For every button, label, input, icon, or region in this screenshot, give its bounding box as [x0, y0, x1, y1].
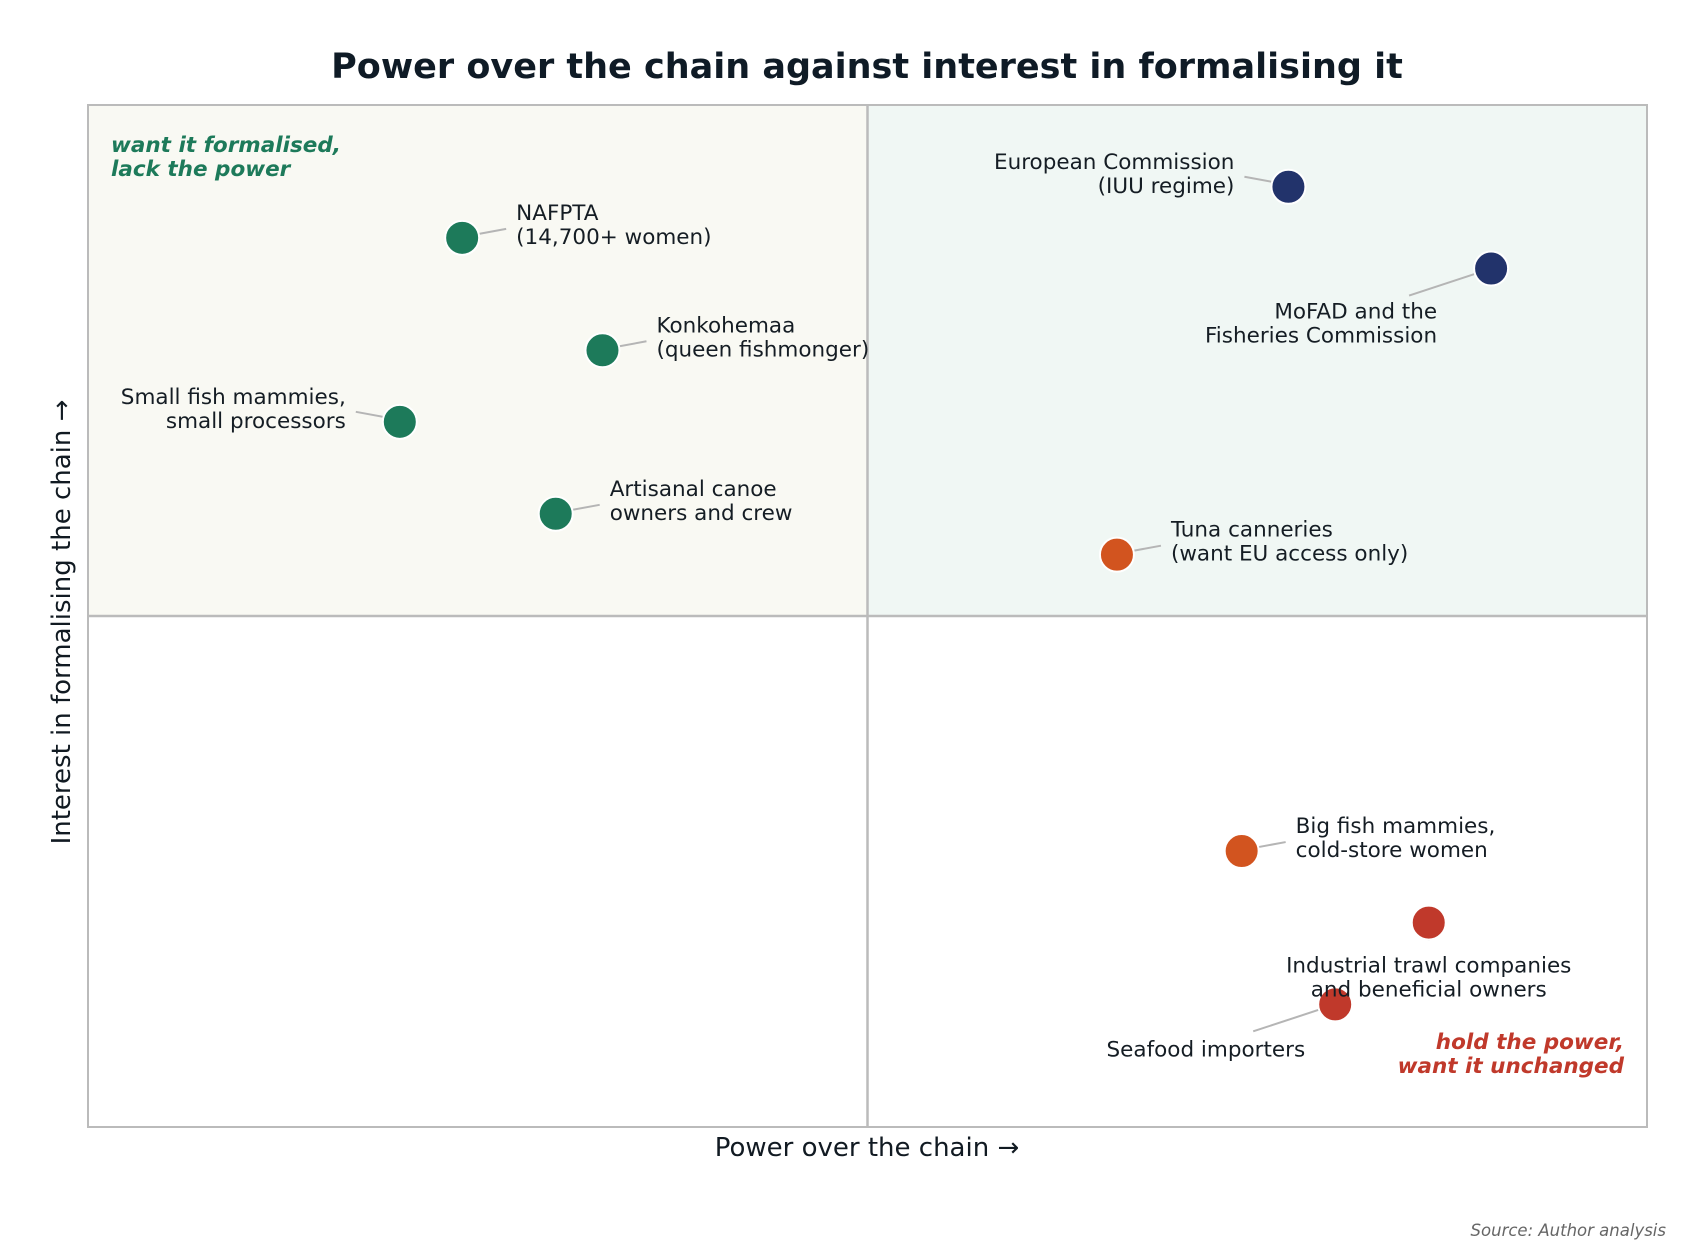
y-axis-label: Interest in formalising the chain →: [47, 400, 77, 845]
point-label-line: Konkohemaa: [656, 313, 795, 338]
data-point: [1473, 250, 1510, 287]
quadrant-annotation-line: want it formalised,: [111, 133, 341, 158]
data-point: [584, 332, 621, 369]
quadrant-annotation-line: lack the power: [111, 157, 292, 182]
data-point: [444, 219, 481, 256]
quadrant-annotation-line: want it unchanged: [1398, 1054, 1625, 1079]
point-label-line: Small fish mammies,: [121, 385, 346, 410]
point-label-line: MoFAD and the: [1274, 300, 1437, 325]
point-label: MoFAD and the Fisheries Commission: [1205, 300, 1437, 349]
point-label: Artisanal canoe owners and crew: [610, 477, 793, 526]
point-label: European Commission (IUU regime): [994, 150, 1234, 199]
point-label-line: Tuna canneries: [1170, 518, 1333, 543]
data-point: [1270, 168, 1307, 205]
point-label-line: Fisheries Commission: [1205, 324, 1437, 349]
point-label-line: Big fish mammies,: [1296, 814, 1496, 839]
point-label-line: (14,700+ women): [516, 225, 711, 250]
point-label-line: (queen fishmonger): [656, 337, 869, 362]
source-note: Source: Author analysis: [1471, 1221, 1667, 1240]
point-labels: NAFPTA (14,700+ women) Konkohemaa (queen fi…: [121, 150, 1572, 1063]
point-label-line: owners and crew: [610, 501, 793, 526]
point-label-line: (want EU access only): [1171, 542, 1408, 567]
point-label: Tuna canneries (want EU access only): [1170, 518, 1408, 567]
quadrant-annotation-line: hold the power,: [1436, 1030, 1624, 1055]
point-label-line: cold-store women: [1296, 838, 1488, 863]
quadrant-annotation-bottom-right: hold the power, want it unchanged: [1398, 1030, 1625, 1079]
point-label: Seafood importers: [1107, 1037, 1306, 1062]
point-label-line: Industrial trawl companies: [1286, 954, 1571, 979]
point-label-line: European Commission: [994, 150, 1234, 175]
data-point: [1098, 536, 1135, 573]
point-label-line: Artisanal canoe: [610, 477, 777, 502]
plot-frame: [87, 104, 1648, 1128]
chart-title: Power over the chain against interest in…: [331, 47, 1403, 87]
quadrant-top-left: [88, 105, 868, 616]
point-label-line: Seafood importers: [1107, 1037, 1306, 1062]
point-label: Big fish mammies, cold-store women: [1296, 814, 1496, 863]
data-point: [381, 403, 418, 440]
leader-line: [1408, 269, 1486, 297]
point-label-line: and beneficial owners: [1311, 978, 1547, 1003]
data-points: [381, 168, 1510, 1023]
quadrant-backgrounds: [88, 105, 1647, 616]
leader-line: [1252, 1005, 1330, 1033]
data-point: [1223, 833, 1260, 870]
quadrant-annotations: want it formalised, lack the power hold th…: [111, 133, 1625, 1079]
data-point: [1317, 986, 1354, 1023]
point-label: NAFPTA (14,700+ women): [516, 201, 711, 250]
data-point: [537, 495, 574, 532]
point-label: Konkohemaa (queen fishmonger): [656, 313, 869, 362]
point-label-line: (IUU regime): [1098, 174, 1235, 199]
x-axis-label: Power over the chain →: [715, 1133, 1020, 1163]
point-label-line: small processors: [166, 409, 346, 434]
point-label-line: NAFPTA: [516, 201, 599, 226]
point-label: Small fish mammies, small processors: [121, 385, 346, 434]
data-point: [1410, 904, 1447, 941]
quadrant-annotation-top-left: want it formalised, lack the power: [111, 133, 341, 182]
point-label: Industrial trawl companies and beneficial…: [1286, 954, 1571, 1003]
quadrant-top-right: [867, 105, 1647, 616]
